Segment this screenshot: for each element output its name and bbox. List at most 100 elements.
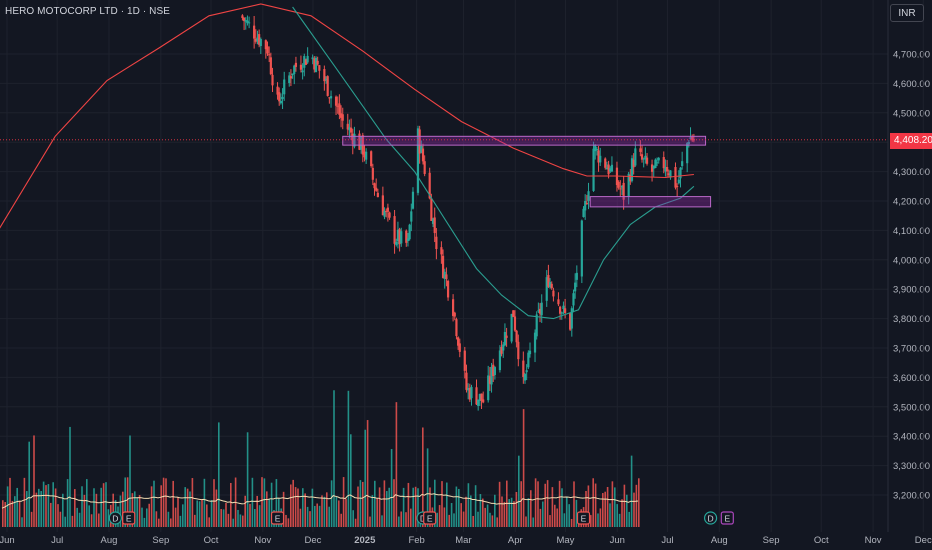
candle-body bbox=[266, 46, 269, 54]
candle-body bbox=[348, 127, 351, 131]
candle-body bbox=[431, 218, 435, 224]
volume-bar bbox=[371, 495, 374, 527]
volume-bar bbox=[381, 515, 383, 527]
candle-body bbox=[642, 158, 645, 160]
volume-bar bbox=[335, 496, 338, 527]
volume-bar bbox=[477, 511, 479, 527]
candle-body bbox=[291, 73, 294, 76]
candle-body bbox=[564, 308, 567, 313]
candle-body bbox=[341, 114, 344, 121]
volume-bar bbox=[352, 510, 354, 527]
volume-bar bbox=[33, 435, 35, 527]
candle-body bbox=[490, 366, 493, 385]
candle-body bbox=[396, 229, 400, 242]
volume-bar bbox=[443, 507, 446, 527]
volume-bar bbox=[11, 500, 14, 527]
volume-bar bbox=[222, 509, 225, 527]
volume-bar bbox=[316, 503, 318, 527]
volume-bar bbox=[513, 501, 515, 527]
candle-body bbox=[669, 170, 672, 178]
volume-bar bbox=[239, 514, 242, 527]
y-tick-label: 3,700.00 bbox=[893, 344, 930, 355]
volume-bar bbox=[155, 511, 158, 527]
volume-bar bbox=[50, 502, 52, 527]
volume-bar bbox=[203, 478, 206, 527]
candle-body bbox=[640, 154, 644, 160]
candle-body bbox=[528, 350, 532, 355]
volume-bar bbox=[594, 483, 597, 527]
candle-body bbox=[329, 96, 333, 99]
candle-body bbox=[502, 344, 505, 351]
volume-bar bbox=[340, 513, 342, 527]
volume-bar bbox=[102, 483, 105, 527]
volume-bar bbox=[275, 479, 278, 527]
candle-body bbox=[276, 86, 279, 95]
moving-average-short bbox=[292, 6, 695, 320]
volume-bar bbox=[520, 481, 522, 527]
price-zone bbox=[589, 196, 712, 208]
candle-body bbox=[465, 372, 468, 390]
volume-bar bbox=[184, 487, 186, 527]
y-tick-label: 3,800.00 bbox=[893, 314, 930, 325]
x-tick-label: Dec bbox=[305, 535, 322, 546]
candle-body bbox=[657, 157, 660, 161]
volume-bar bbox=[383, 480, 386, 527]
candle-body bbox=[505, 335, 508, 338]
volume-bar bbox=[311, 488, 314, 527]
y-tick-label: 4,100.00 bbox=[893, 226, 930, 237]
candle-body bbox=[493, 367, 496, 375]
volume-bar bbox=[18, 500, 21, 527]
volume-bar bbox=[393, 479, 395, 527]
volume-bar bbox=[508, 499, 510, 527]
volume-bar bbox=[167, 511, 170, 527]
candle-body bbox=[605, 167, 609, 170]
volume-bar bbox=[251, 477, 254, 527]
volume-bar bbox=[462, 511, 465, 527]
volume-bar bbox=[16, 487, 18, 527]
volume-bar bbox=[206, 504, 208, 527]
volume-bar bbox=[568, 504, 570, 527]
candle-body bbox=[644, 155, 647, 160]
volume-bar bbox=[182, 504, 184, 527]
candle-body bbox=[420, 146, 423, 153]
candle-body bbox=[570, 308, 573, 329]
candle-body bbox=[278, 92, 281, 102]
candle-body bbox=[336, 105, 339, 107]
volume-bar bbox=[35, 492, 38, 527]
candle-body bbox=[482, 399, 485, 403]
volume-bar bbox=[81, 486, 83, 527]
volume-bar bbox=[160, 485, 162, 527]
volume-bar bbox=[59, 511, 62, 527]
volume-bar bbox=[78, 512, 81, 527]
y-tick-label: 4,000.00 bbox=[893, 255, 930, 266]
currency-button[interactable]: INR bbox=[890, 4, 924, 22]
volume-bar bbox=[76, 507, 78, 527]
candle-body bbox=[560, 312, 563, 314]
candle-body bbox=[306, 55, 309, 63]
candle-body bbox=[599, 155, 602, 163]
volume-bar bbox=[458, 488, 460, 527]
candle-body bbox=[289, 76, 293, 79]
candle-body bbox=[375, 187, 378, 191]
volume-bar bbox=[546, 480, 549, 527]
candle-body bbox=[326, 76, 329, 96]
y-tick-label: 3,900.00 bbox=[893, 285, 930, 296]
candle-body bbox=[411, 191, 415, 209]
volume-bar bbox=[237, 509, 239, 527]
candle-body bbox=[492, 364, 495, 376]
volume-bar bbox=[210, 500, 213, 527]
candle-body bbox=[373, 183, 376, 189]
volume-bar bbox=[107, 509, 110, 527]
volume-bar bbox=[530, 490, 532, 527]
candle-body bbox=[478, 393, 481, 401]
candle-body bbox=[304, 59, 308, 65]
candle-body bbox=[453, 312, 456, 317]
candle-body bbox=[430, 198, 433, 221]
y-tick-label: 4,700.00 bbox=[893, 50, 930, 61]
candle-body bbox=[562, 305, 565, 310]
event-marker-label: E bbox=[126, 514, 132, 524]
candle-body bbox=[443, 271, 446, 279]
volume-bar bbox=[191, 478, 194, 527]
candle-body bbox=[525, 370, 528, 373]
